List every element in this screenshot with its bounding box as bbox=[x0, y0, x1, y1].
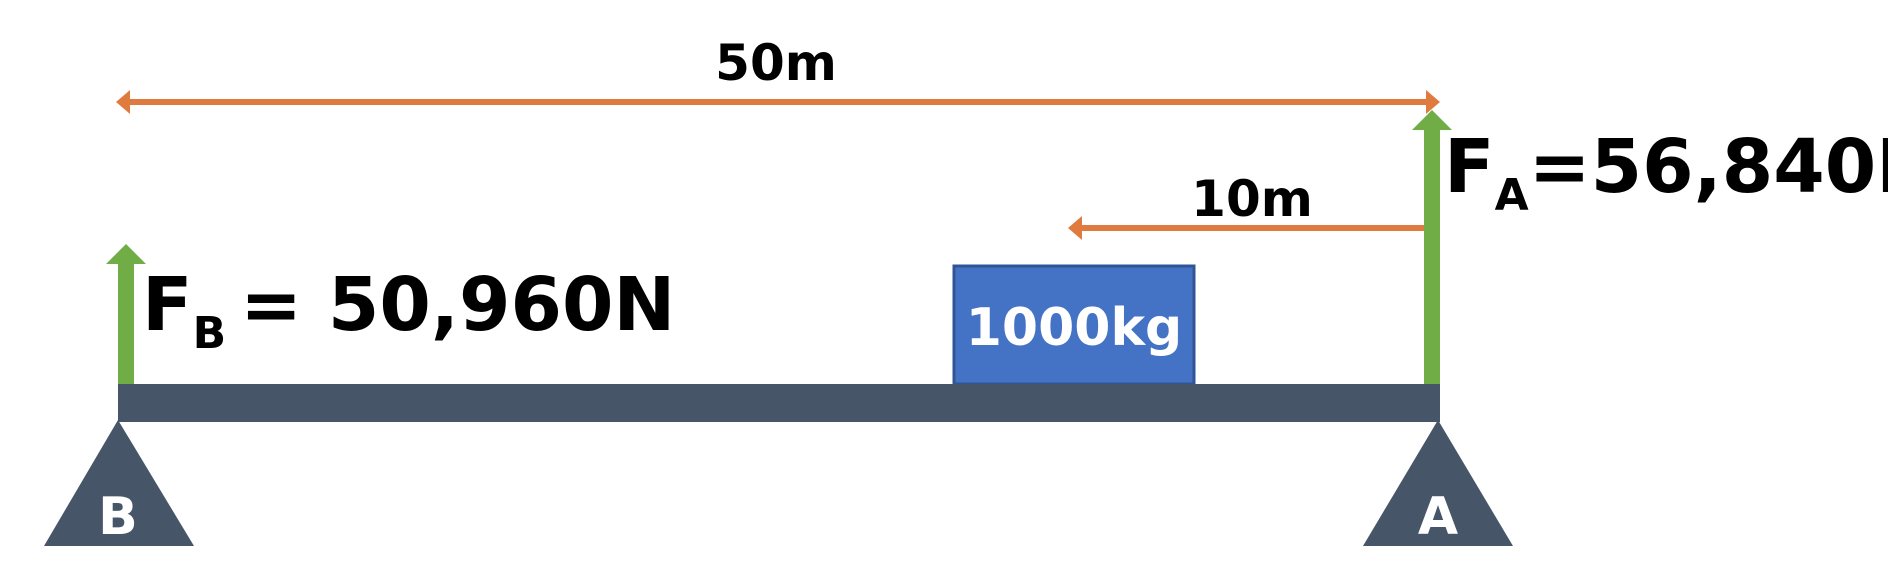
load-label: 1000kg bbox=[966, 298, 1183, 358]
dimension-10m-label: 10m bbox=[1191, 170, 1313, 228]
force-a-value: =56,840N bbox=[1529, 124, 1888, 210]
force-b-value: = 50,960N bbox=[240, 262, 675, 348]
dimension-50m-left-arrowhead bbox=[116, 90, 130, 114]
dimension-50m-label: 50m bbox=[715, 34, 837, 92]
dimension-50m: 50m bbox=[116, 34, 1440, 114]
force-a-subscript: A bbox=[1495, 170, 1529, 221]
force-arrow-a bbox=[1412, 110, 1452, 386]
force-label-b: FB = 50,960N bbox=[142, 262, 675, 359]
beam bbox=[118, 384, 1440, 422]
support-a-label: A bbox=[1418, 487, 1458, 547]
force-arrow-b bbox=[106, 244, 146, 386]
force-b-symbol: F bbox=[142, 262, 193, 348]
force-label-a: FA=56,840N bbox=[1444, 124, 1888, 221]
load-block: 1000kg bbox=[952, 264, 1196, 386]
support-b: B bbox=[44, 420, 194, 547]
support-b-label: B bbox=[98, 487, 138, 547]
dimension-10m-left-arrowhead bbox=[1068, 216, 1082, 240]
force-b-subscript: B bbox=[193, 308, 227, 359]
force-a-symbol: F bbox=[1444, 124, 1495, 210]
support-a: A bbox=[1363, 420, 1513, 547]
dimension-50m-right-arrowhead bbox=[1426, 90, 1440, 114]
dimension-10m: 10m bbox=[1068, 170, 1440, 240]
